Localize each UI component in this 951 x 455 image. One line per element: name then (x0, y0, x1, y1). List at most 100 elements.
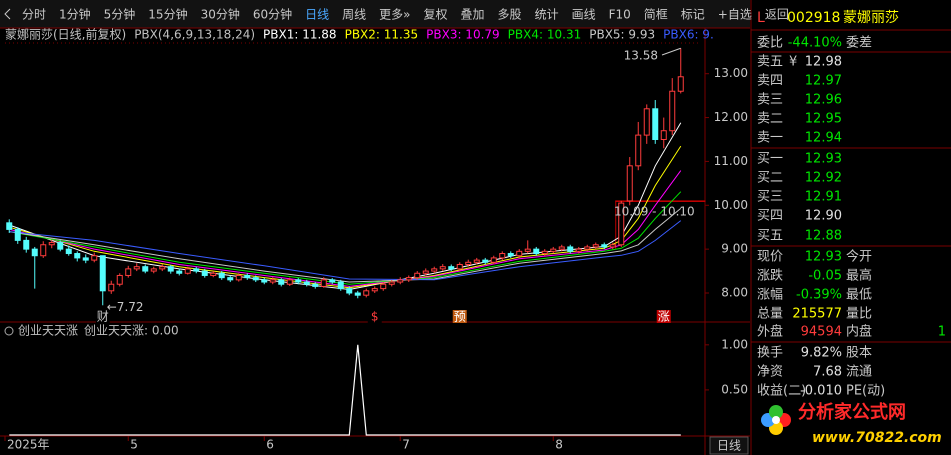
candle-body (465, 261, 472, 265)
period-label[interactable]: 日线 (717, 439, 741, 453)
quote-value: -44.10% (788, 36, 842, 51)
x-tick-label: 6 (266, 438, 274, 452)
candle-body (201, 270, 208, 276)
y-tick-label: 0.50 (721, 382, 748, 396)
candle-body (371, 288, 378, 292)
candle-body (91, 255, 98, 261)
legend-item: PBX2: 11.35 (345, 28, 419, 42)
ask-icon: ¥ (789, 55, 797, 70)
quote-label: 流通 (846, 365, 872, 380)
quote-label: 买五 (757, 229, 783, 244)
x-tick-label: 8 (555, 438, 563, 452)
toolbar-item[interactable]: 简框 (644, 8, 668, 22)
logo-petal (768, 405, 783, 420)
pbx-line (9, 170, 682, 287)
toolbar-item[interactable]: 统计 (535, 8, 559, 22)
quote-label: 卖五 (757, 55, 783, 70)
candle-body (558, 246, 565, 250)
toolbar-item[interactable]: F10 (609, 8, 631, 22)
candle-body (184, 268, 191, 274)
toolbar-item[interactable]: 周线 (342, 8, 366, 22)
quote-label: 买三 (757, 190, 783, 205)
quote-value: 12.92 (805, 171, 842, 186)
legend-item: 蒙娜丽莎(日线,前复权) (5, 27, 126, 42)
legend-item: PBX6: 9. (663, 28, 714, 42)
quote-value: 12.97 (805, 74, 842, 89)
legend-item: PBX3: 10.79 (426, 28, 500, 42)
candle-body (550, 248, 557, 252)
indicator-line (9, 344, 681, 436)
quote-value: 7.68 (813, 365, 842, 380)
pane-icon[interactable] (4, 326, 14, 336)
quote-label: 现价 (757, 250, 783, 265)
toolbar-item[interactable]: 日线 (305, 8, 329, 22)
back-arrow[interactable] (4, 8, 11, 20)
candle-body (388, 281, 395, 285)
quote-label: 收益(二) (757, 384, 806, 399)
toolbar-item[interactable]: 标记 (681, 8, 705, 22)
candle-body (507, 253, 514, 257)
logo-center (772, 416, 780, 424)
candle-body (592, 244, 599, 248)
toolbar-item[interactable]: 叠加 (461, 8, 485, 22)
toolbar-item[interactable]: 60分钟 (253, 7, 292, 22)
candle-body (575, 248, 582, 252)
candle-body (346, 288, 353, 294)
quote-name: 蒙娜丽莎 (843, 10, 899, 26)
candle-body (269, 279, 276, 283)
y-tick-label: 12.00 (714, 110, 748, 124)
legend-item: PBX4: 10.31 (508, 28, 582, 42)
toolbar-item[interactable]: +自选 (718, 8, 752, 22)
marker-bg (95, 310, 110, 323)
quote-value: 12.98 (805, 55, 842, 70)
marker-bg (452, 310, 467, 323)
toolbar-item[interactable]: 分时 (22, 8, 46, 22)
candle-body (329, 279, 336, 283)
quote-value: 12.93 (805, 250, 842, 265)
toolbar-item[interactable]: 1分钟 (59, 7, 91, 22)
candle-body (490, 257, 497, 263)
candle-body (337, 281, 344, 290)
toolbar-item[interactable]: 画线 (572, 8, 596, 22)
candle-body (635, 134, 642, 167)
quote-value: 94594 (801, 325, 842, 340)
candle-body (584, 246, 591, 250)
candle-body (159, 266, 166, 270)
candle-body (669, 90, 676, 132)
quote-label: 卖四 (757, 74, 783, 89)
gap-zone (615, 200, 706, 202)
toolbar-item[interactable]: 复权 (424, 8, 448, 22)
toolbar-item[interactable]: 更多» (379, 8, 410, 22)
toolbar-item[interactable]: 返回 (765, 8, 789, 22)
period-box[interactable] (709, 436, 749, 455)
candle-body (82, 257, 89, 261)
quote-value: 1 (938, 325, 946, 340)
candle-body (23, 239, 30, 250)
pbx-line (9, 220, 682, 281)
quote-code: 002918 (787, 10, 840, 26)
sub-legend: 创业天天涨: 0.00 (84, 323, 179, 338)
y-tick-label: 1.00 (721, 337, 748, 351)
quote-value: 12.93 (805, 152, 842, 167)
candle-body (456, 263, 463, 270)
candle-body (422, 270, 429, 274)
toolbar-item[interactable]: 30分钟 (201, 7, 240, 22)
toolbar-item[interactable]: 多股 (498, 8, 522, 22)
quote-label: 涨幅 (757, 288, 783, 303)
quote-value: -0.39% (796, 288, 842, 303)
toolbar-item[interactable]: 15分钟 (148, 7, 187, 22)
candle-body (320, 279, 327, 287)
marker: 预 (454, 310, 466, 324)
x-tick-label: 7 (402, 438, 410, 452)
quote-label: 卖一 (757, 131, 783, 146)
candle-body (414, 272, 421, 279)
quote-label: 买四 (757, 209, 783, 224)
candle-body (252, 277, 259, 281)
max-label: 13.58 (624, 49, 658, 63)
candle-body (303, 281, 310, 285)
candle-body (618, 202, 625, 246)
watermark-title: 分析家公式网 (798, 401, 906, 423)
toolbar-item[interactable]: 5分钟 (104, 7, 136, 22)
candle-body (499, 253, 506, 259)
